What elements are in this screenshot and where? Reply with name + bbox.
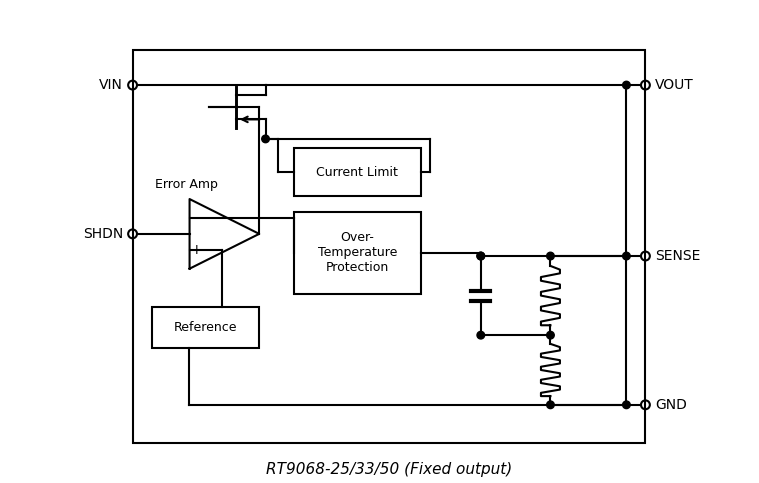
- Text: −: −: [190, 211, 202, 225]
- Circle shape: [622, 81, 630, 89]
- Text: Current Limit: Current Limit: [317, 166, 398, 179]
- Text: SENSE: SENSE: [655, 249, 701, 263]
- Text: Over-
Temperature
Protection: Over- Temperature Protection: [318, 231, 397, 274]
- Circle shape: [622, 401, 630, 409]
- Text: GND: GND: [655, 398, 687, 412]
- Circle shape: [477, 252, 484, 260]
- Circle shape: [546, 252, 554, 260]
- Circle shape: [546, 331, 554, 339]
- Bar: [152, 307, 260, 348]
- Bar: [133, 50, 645, 443]
- Bar: [294, 212, 420, 294]
- Text: +: +: [190, 242, 202, 256]
- Circle shape: [262, 135, 269, 142]
- Text: RT9068-25/33/50 (Fixed output): RT9068-25/33/50 (Fixed output): [266, 462, 512, 477]
- Text: VIN: VIN: [99, 78, 123, 92]
- Text: SHDN: SHDN: [83, 227, 123, 241]
- Text: VOUT: VOUT: [655, 78, 694, 92]
- Text: Error Amp: Error Amp: [155, 178, 218, 191]
- Text: Reference: Reference: [174, 321, 237, 334]
- Circle shape: [546, 401, 554, 409]
- Circle shape: [477, 331, 484, 339]
- Bar: [294, 148, 420, 196]
- Circle shape: [477, 252, 484, 260]
- Circle shape: [622, 252, 630, 260]
